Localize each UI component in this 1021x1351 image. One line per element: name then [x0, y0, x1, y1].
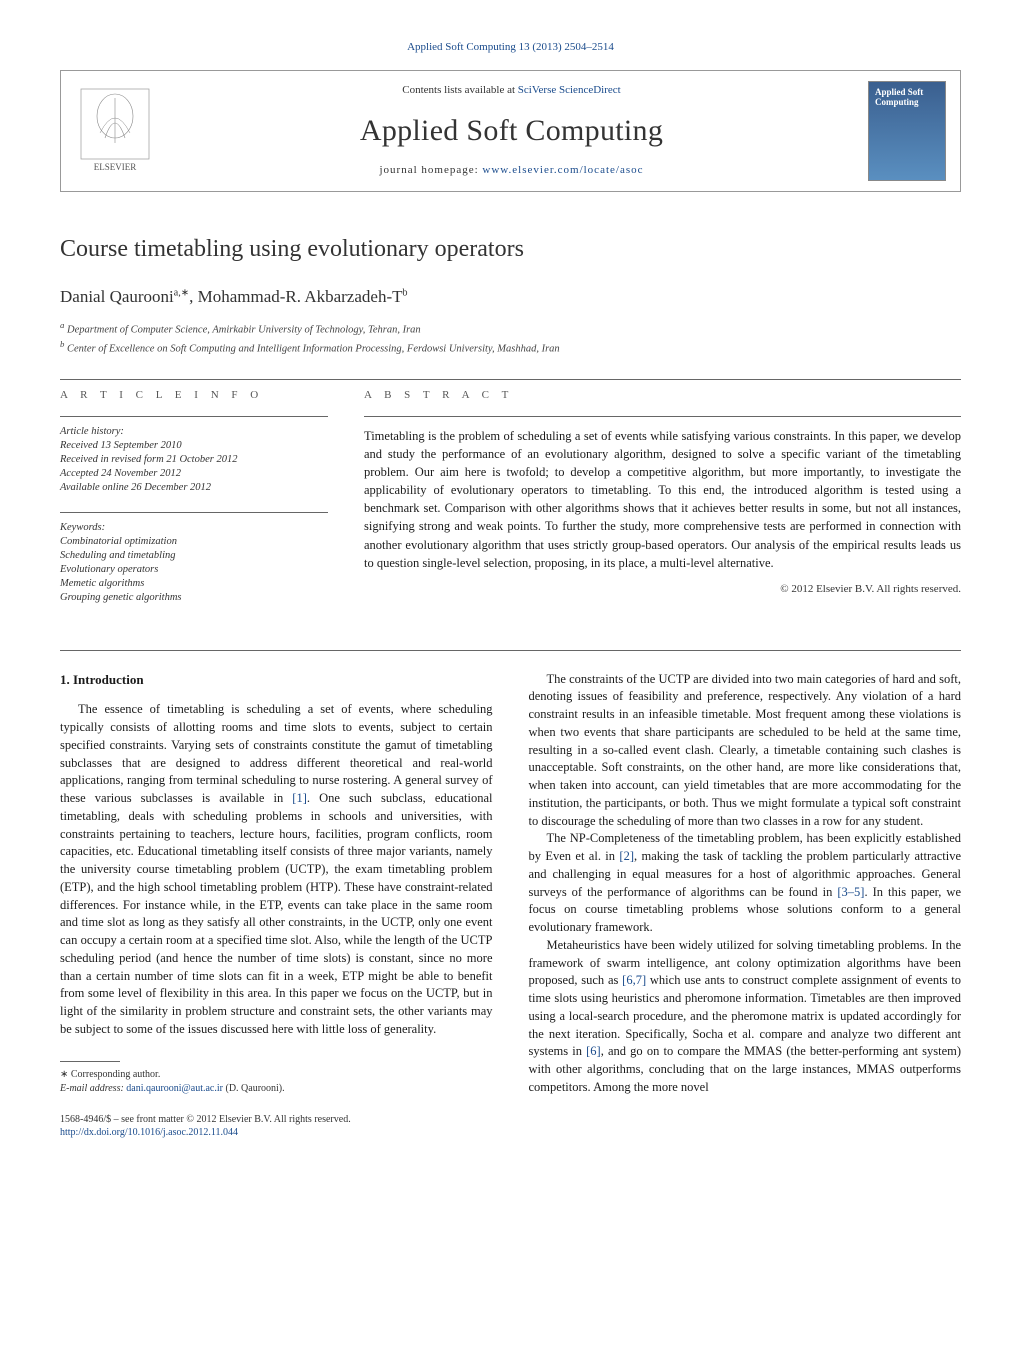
author-1: Danial Qaurooni: [60, 287, 174, 306]
keywords-block: Keywords: Combinatorial optimization Sch…: [60, 521, 328, 606]
article-history: Article history: Received 13 September 2…: [60, 425, 328, 496]
section-1-heading: 1. Introduction: [60, 671, 493, 690]
reference-link[interactable]: [2]: [619, 849, 634, 863]
doi-link[interactable]: http://dx.doi.org/10.1016/j.asoc.2012.11…: [60, 1127, 238, 1138]
affiliations: a Department of Computer Science, Amirka…: [60, 319, 961, 356]
contents-line: Contents lists available at SciVerse Sci…: [155, 83, 868, 99]
front-matter-footer: 1568-4946/$ – see front matter © 2012 El…: [60, 1113, 493, 1139]
authors-line: Danial Qauroonia,∗, Mohammad-R. Akbarzad…: [60, 285, 961, 310]
reference-link[interactable]: [3–5]: [837, 885, 864, 899]
citation-link[interactable]: Applied Soft Computing 13 (2013) 2504–25…: [407, 41, 614, 53]
running-header: Applied Soft Computing 13 (2013) 2504–25…: [60, 40, 961, 56]
author-2: Mohammad-R. Akbarzadeh-T: [198, 287, 403, 306]
right-column-text: The constraints of the UCTP are divided …: [529, 671, 962, 1097]
journal-name: Applied Soft Computing: [155, 109, 868, 153]
email-link[interactable]: dani.qaurooni@aut.ac.ir: [126, 1083, 223, 1094]
abstract-text: Timetabling is the problem of scheduling…: [364, 427, 961, 572]
author-2-sup: b: [403, 287, 408, 298]
left-column-text: The essence of timetabling is scheduling…: [60, 701, 493, 1038]
homepage-line: journal homepage: www.elsevier.com/locat…: [155, 163, 868, 179]
corresponding-footnote: ∗ Corresponding author. E-mail address: …: [60, 1068, 493, 1097]
homepage-link[interactable]: www.elsevier.com/locate/asoc: [482, 164, 643, 176]
reference-link[interactable]: [6,7]: [622, 973, 646, 987]
journal-banner: ELSEVIER Contents lists available at Sci…: [60, 70, 961, 192]
abstract-label: a b s t r a c t: [364, 388, 961, 404]
reference-link[interactable]: [1]: [292, 791, 307, 805]
svg-text:ELSEVIER: ELSEVIER: [94, 162, 137, 172]
sciencedirect-link[interactable]: SciVerse ScienceDirect: [518, 84, 621, 96]
journal-cover-thumbnail: Applied Soft Computing: [868, 81, 946, 181]
abstract-copyright: © 2012 Elsevier B.V. All rights reserved…: [364, 582, 961, 598]
reference-link[interactable]: [6]: [586, 1044, 601, 1058]
article-info-label: a r t i c l e i n f o: [60, 388, 328, 404]
article-title: Course timetabling using evolutionary op…: [60, 232, 961, 267]
elsevier-logo: ELSEVIER: [75, 86, 155, 176]
author-1-sup: a,∗: [174, 287, 189, 298]
